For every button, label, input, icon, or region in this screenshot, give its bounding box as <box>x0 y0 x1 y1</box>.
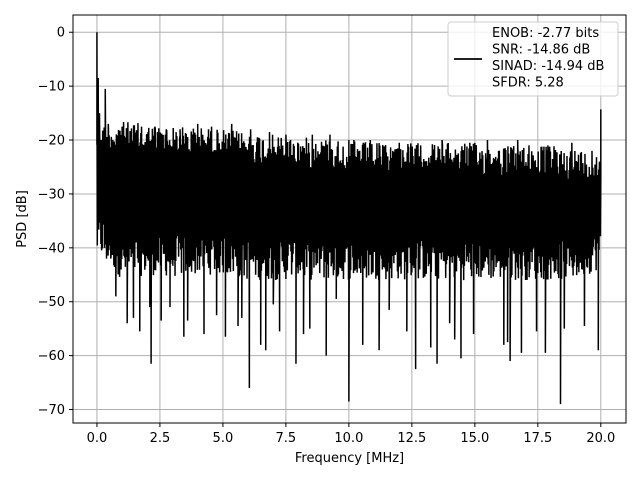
series-group <box>96 32 602 405</box>
legend-snr: SNR: -14.86 dB <box>492 43 590 58</box>
legend-box <box>447 21 619 97</box>
legend: ENOB: -2.77 bits SNR: -14.86 dB SINAD: -… <box>447 21 619 97</box>
psd-series-line <box>96 32 602 405</box>
x-tick-label: 7.5 <box>276 431 297 446</box>
x-tick-label: 2.5 <box>150 431 171 446</box>
x-tick-label: 20.0 <box>586 431 615 446</box>
y-tick-label: −30 <box>38 187 65 202</box>
x-tick-label: 0.0 <box>87 431 108 446</box>
x-tick-label: 5.0 <box>213 431 234 446</box>
x-tick-label: 15.0 <box>460 431 489 446</box>
y-tick-label: −40 <box>38 241 65 256</box>
plot-frame <box>72 14 627 424</box>
legend-sfdr: SFDR: 5.28 <box>492 76 564 91</box>
x-axis-ticks: 0.0 2.5 5.0 7.5 10.0 12.5 15.0 17.5 20.0 <box>87 423 615 446</box>
y-tick-label: −50 <box>38 295 65 310</box>
y-axis-ticks: 0 −10 −20 −30 −40 −50 −60 −70 <box>38 26 73 418</box>
legend-enob: ENOB: -2.77 bits <box>492 26 599 41</box>
y-tick-label: −20 <box>38 134 65 149</box>
y-tick-label: −70 <box>38 403 65 418</box>
y-tick-label: −10 <box>38 80 65 95</box>
y-axis-label: PSD [dB] <box>15 190 30 248</box>
y-tick-label: 0 <box>57 26 65 41</box>
y-tick-label: −60 <box>38 349 65 364</box>
x-tick-label: 17.5 <box>523 431 552 446</box>
x-tick-label: 12.5 <box>397 431 426 446</box>
x-tick-label: 10.0 <box>334 431 363 446</box>
legend-sinad: SINAD: -14.94 dB <box>492 59 604 74</box>
x-axis-label: Frequency [MHz] <box>295 451 404 466</box>
